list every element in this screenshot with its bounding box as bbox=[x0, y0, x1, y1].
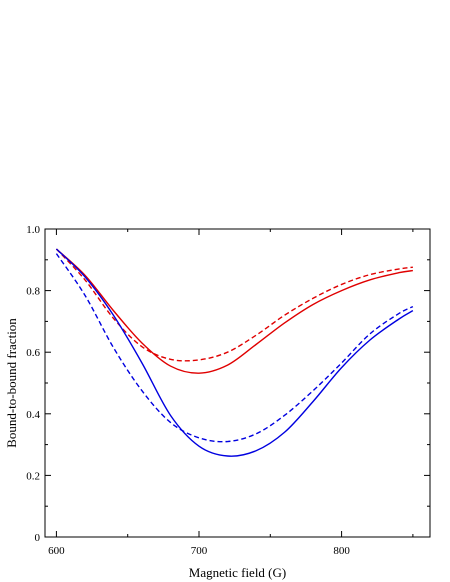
y-tick-label: 0.2 bbox=[26, 470, 40, 482]
series-line-blue-solid bbox=[55, 248, 414, 457]
x-tick-label: 800 bbox=[333, 545, 350, 557]
y-tick-label: 0.8 bbox=[26, 286, 40, 298]
ticks-layer: 600 700 800 0 0.2 0.4 0.6 0.8 1.0 bbox=[26, 224, 430, 557]
y-axis-label: Bound-to-bound fraction bbox=[4, 318, 19, 448]
series-line-red-dashed bbox=[55, 248, 413, 362]
y-tick-label: 0.6 bbox=[26, 347, 40, 359]
series-layer bbox=[55, 248, 414, 457]
y-tick-label: 0 bbox=[35, 532, 41, 544]
plot-frame bbox=[44, 228, 431, 538]
x-tick-label: 700 bbox=[191, 545, 208, 557]
x-tick-label: 600 bbox=[48, 545, 65, 557]
y-tick-label: 0.4 bbox=[26, 409, 40, 421]
y-tick-label: 1.0 bbox=[26, 224, 40, 236]
series-line-red-solid bbox=[55, 248, 413, 374]
x-axis-label: Magnetic field (G) bbox=[189, 565, 286, 580]
series-line-blue-dashed bbox=[55, 253, 414, 443]
